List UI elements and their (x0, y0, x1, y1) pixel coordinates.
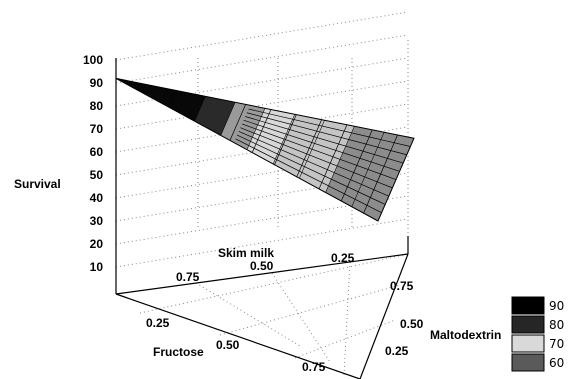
fructose-tick-1: 0.50 (216, 338, 240, 352)
legend-label-1: 80 (549, 318, 564, 332)
floor-grid-4 (219, 284, 401, 336)
maltodextrin-tick-2: 0.25 (385, 344, 409, 358)
z-tick-2: 80 (90, 99, 104, 113)
surface-mesh-h-6 (240, 127, 393, 189)
surface-mesh-h-3 (245, 116, 404, 164)
surface-mesh-h-1 (248, 108, 411, 147)
surface-mesh-h-2 (246, 112, 407, 156)
survival-axis-ticks: 100 90 80 70 60 50 40 30 20 10 (83, 53, 103, 274)
skim-milk-tick-2: 0.25 (331, 251, 355, 265)
surface-mesh-v-1 (229, 104, 246, 141)
legend-swatch-3 (511, 353, 545, 372)
z-tick-4: 60 (90, 145, 104, 159)
z-tick-0: 100 (83, 53, 103, 67)
surface-mesh-h-9 (235, 138, 382, 214)
legend-label-3: 60 (549, 356, 564, 370)
z-tick-9: 10 (90, 260, 104, 274)
z-tick-1: 90 (90, 76, 104, 90)
maltodextrin-tick-0: 0.75 (390, 279, 414, 293)
z-tick-6: 40 (90, 191, 104, 205)
legend-label-2: 70 (549, 337, 564, 351)
surface-mesh-h-4 (243, 119, 400, 172)
floor-grid-2 (343, 261, 351, 376)
surface-outline (115, 77, 415, 222)
floor-grid-1 (271, 272, 331, 363)
maltodextrin-axis-label: Maltodextrin (430, 328, 501, 342)
response-surface (115, 77, 415, 222)
z-tick-7: 30 (90, 214, 104, 228)
legend-swatch-0 (511, 296, 545, 315)
fructose-tick-2: 0.75 (302, 360, 326, 374)
z-tick-8: 20 (90, 237, 104, 251)
fructose-axis-label: Fructose (153, 345, 204, 359)
legend-swatch-1 (511, 315, 545, 334)
skim-milk-axis-label: Skim milk (218, 246, 274, 260)
fructose-tick-0: 0.25 (146, 316, 170, 330)
legend-label-0: 90 (549, 299, 564, 313)
grid-h-0 (115, 11, 409, 61)
maltodextrin-tick-1: 0.50 (400, 317, 424, 331)
surface-mesh-h-7 (238, 131, 389, 197)
grid-h-1 (115, 34, 409, 84)
legend: 90 80 70 60 (511, 296, 564, 372)
legend-swatch-2 (511, 334, 545, 353)
floor-grid-3 (139, 253, 409, 314)
axis-frame (115, 58, 409, 379)
skim-milk-tick-0: 0.75 (176, 270, 200, 284)
floor-grid-0 (195, 282, 301, 347)
surface-mesh-h-5 (241, 123, 397, 180)
surface-mesh-h-8 (236, 134, 386, 205)
z-tick-5: 50 (90, 168, 104, 182)
survival-axis-label: Survival (14, 177, 61, 191)
skim-milk-tick-1: 0.50 (250, 259, 274, 273)
z-tick-3: 70 (90, 122, 104, 136)
